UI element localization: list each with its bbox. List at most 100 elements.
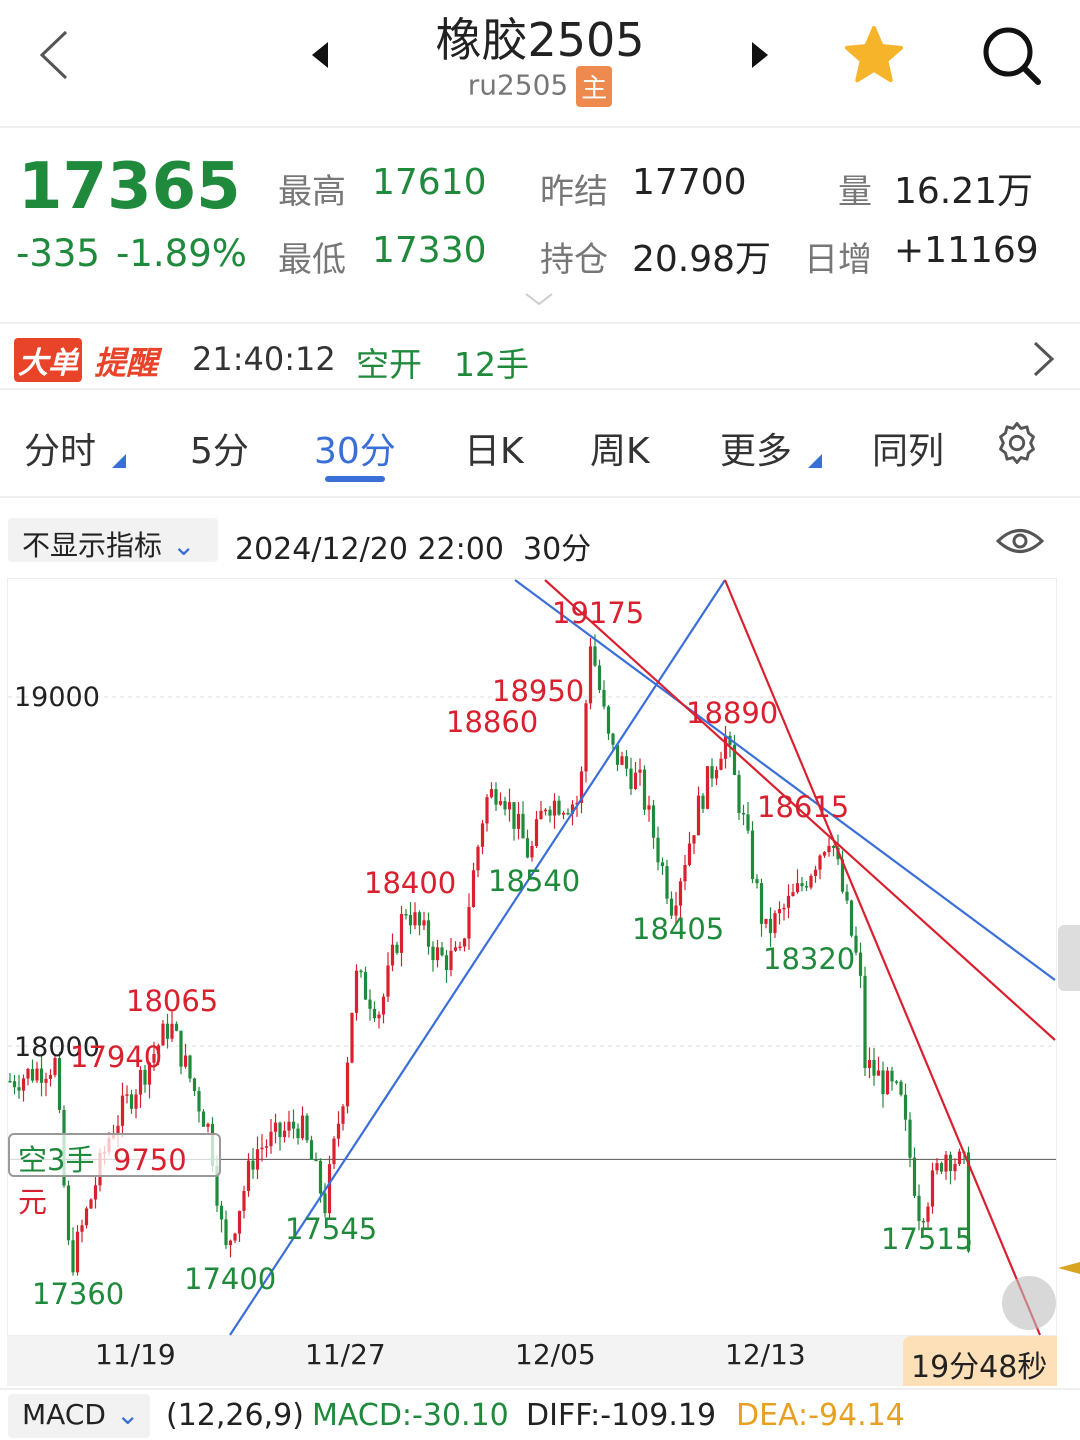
candle-body: [480, 823, 485, 847]
tab-weekly[interactable]: 周K: [590, 431, 650, 472]
gear-icon[interactable]: [994, 420, 1040, 466]
next-triangle-icon[interactable]: [750, 42, 768, 68]
tab-daily[interactable]: 日K: [464, 431, 524, 472]
dropdown-corner-icon: [808, 454, 822, 468]
expand-chevron-icon[interactable]: [524, 292, 554, 306]
main-contract-badge: 主: [576, 66, 613, 107]
candle-body: [318, 1160, 323, 1194]
candle-body: [71, 1240, 75, 1273]
candle-body: [44, 1078, 48, 1083]
candle-body: [467, 907, 471, 939]
candle-body: [75, 1231, 80, 1273]
tab-5min[interactable]: 5分: [190, 431, 249, 472]
candle-body: [957, 1151, 962, 1164]
active-tab-indicator: [325, 476, 385, 482]
macd-bar: MACD ⌄ (12,26,9) MACD:-30.10 DIFF:-109.19…: [0, 1388, 1080, 1440]
back-chevron-icon[interactable]: [38, 30, 70, 80]
candle-body: [620, 756, 624, 765]
side-drawer-handle[interactable]: [1058, 925, 1080, 991]
x-tick: 12/13: [725, 1338, 806, 1371]
candle-body: [435, 947, 440, 961]
candle-body: [917, 1195, 921, 1221]
eye-icon[interactable]: [996, 524, 1044, 558]
candle-body: [566, 812, 570, 815]
y-tick-19000: 19000: [14, 682, 100, 713]
candle-body: [534, 819, 539, 846]
candle-body: [872, 1060, 876, 1076]
candle-body: [332, 1138, 336, 1165]
candle-body: [125, 1094, 129, 1096]
diff-value: DIFF:-109.19: [526, 1398, 717, 1433]
search-icon[interactable]: [978, 24, 1044, 86]
tab-30min[interactable]: 30分: [314, 431, 396, 472]
candle-body: [818, 855, 822, 870]
candle-body: [660, 862, 665, 867]
star-icon[interactable]: [842, 24, 906, 86]
candle-body: [309, 1140, 314, 1160]
price-annotation: 18860: [446, 705, 539, 739]
candle-body: [156, 1045, 161, 1055]
candle-body: [282, 1130, 287, 1138]
candle-body: [606, 706, 611, 734]
candle-body: [894, 1081, 899, 1083]
candle-body: [624, 756, 629, 769]
candle-body: [89, 1199, 93, 1209]
candle-body: [381, 996, 386, 1015]
candle-body: [417, 912, 422, 926]
candle-body: [413, 912, 417, 926]
tab-more[interactable]: 更多: [720, 431, 793, 472]
candle-body: [701, 795, 705, 809]
candle-body: [674, 905, 678, 916]
position-label[interactable]: 空3手 9750元: [8, 1133, 221, 1219]
price-annotation: 18400: [364, 866, 457, 900]
period-tabs: 分时 5分 30分 日K 周K 更多 同列: [0, 392, 1080, 498]
candle-body: [845, 891, 849, 901]
candle-body: [719, 758, 723, 770]
position-pnl: 9750元: [18, 1143, 187, 1219]
candle-body: [926, 1206, 930, 1222]
prev-triangle-icon[interactable]: [312, 42, 330, 68]
candle-body: [201, 1111, 206, 1127]
alert-action: 空开: [356, 345, 422, 384]
big-order-alert[interactable]: 大单 提醒 21:40:12 空开 12手: [0, 322, 1080, 390]
candle-body: [143, 1069, 147, 1085]
candle-body: [669, 898, 674, 916]
candle-body: [633, 772, 638, 789]
candle-body: [260, 1147, 264, 1150]
alert-tag: 大单: [14, 338, 82, 382]
candle-body: [453, 947, 458, 951]
prev-settle-label: 昨结: [540, 172, 608, 212]
candle-body: [129, 1094, 134, 1109]
candle-body: [431, 946, 435, 961]
candle-body: [746, 814, 750, 831]
candle-body: [489, 789, 494, 798]
chevron-down-icon: ⌄: [172, 529, 196, 562]
candle-body: [953, 1163, 957, 1172]
candle-body: [782, 907, 786, 910]
tab-timeshare[interactable]: 分时: [24, 431, 97, 472]
kline-chart[interactable]: [7, 578, 1057, 1336]
candle-body: [174, 1023, 179, 1031]
candle-body: [507, 802, 512, 810]
candle-body: [66, 1185, 71, 1241]
candle-body: [476, 846, 480, 871]
trendline: [723, 579, 1042, 1336]
candle-body: [219, 1205, 224, 1220]
header: 橡胶2505 ru2505 主: [0, 0, 1080, 128]
candle-body: [638, 769, 642, 773]
tab-same-series[interactable]: 同列: [872, 431, 945, 472]
candle-body: [849, 900, 854, 936]
low-value: 17330: [372, 230, 487, 271]
candle-body: [854, 935, 858, 953]
macd-select[interactable]: MACD ⌄: [8, 1394, 150, 1438]
candle-body: [323, 1193, 327, 1214]
price-annotation: 17515: [881, 1222, 974, 1256]
candle-body: [827, 846, 831, 853]
candle-body: [305, 1115, 309, 1141]
y-tick-18000: 18000: [14, 1032, 100, 1063]
fullscreen-button[interactable]: [1002, 1276, 1056, 1330]
candle-body: [377, 1014, 381, 1019]
candle-body: [561, 812, 566, 815]
candle-body: [611, 733, 615, 745]
indicator-select[interactable]: 不显示指标 ⌄: [8, 518, 218, 562]
